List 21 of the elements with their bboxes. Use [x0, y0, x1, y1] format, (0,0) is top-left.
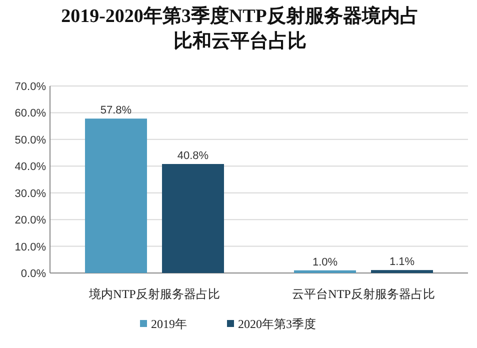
y-tick-label: 60.0%	[14, 108, 46, 120]
y-tick-label: 40.0%	[14, 161, 46, 174]
legend-label: 2020年第3季度	[238, 317, 316, 331]
legend-label: 2019年	[151, 317, 187, 331]
x-tick-label: 云平台NTP反射服务器占比	[292, 287, 435, 301]
x-tick-label: 境内NTP反射服务器占比	[88, 287, 220, 301]
y-tick-label: 70.0%	[14, 81, 46, 93]
bar	[85, 118, 147, 273]
y-tick-label: 50.0%	[14, 134, 46, 146]
y-tick-label: 10.0%	[14, 241, 46, 254]
y-tick-label: 30.0%	[14, 188, 46, 200]
bar	[294, 270, 356, 273]
data-label: 57.8%	[100, 104, 132, 117]
y-tick-label: 0.0%	[20, 268, 46, 280]
y-tick-label: 20.0%	[14, 214, 46, 227]
chart-title: 2019-2020年第3季度NTP反射服务器境内占比和云平台占比	[60, 4, 420, 54]
bar	[162, 164, 224, 273]
data-label: 40.8%	[177, 150, 209, 162]
bar	[371, 270, 433, 273]
data-label: 1.0%	[312, 256, 338, 268]
data-label: 1.1%	[389, 256, 415, 268]
